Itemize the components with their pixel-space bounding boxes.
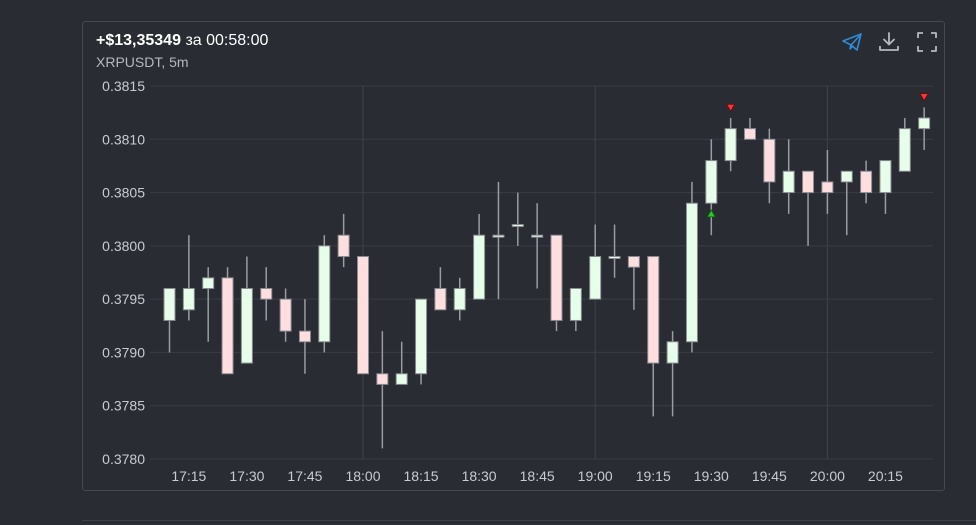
candle-body bbox=[202, 277, 215, 289]
candle-body bbox=[357, 256, 369, 375]
x-tick-label: 17:15 bbox=[171, 468, 206, 484]
candle-body bbox=[898, 128, 911, 172]
candle-body bbox=[298, 330, 311, 343]
x-tick-label: 19:30 bbox=[694, 468, 729, 484]
y-tick-label: 0.3790 bbox=[102, 344, 145, 360]
candle-body bbox=[647, 256, 660, 364]
y-tick-label: 0.3800 bbox=[102, 238, 145, 254]
candle-body bbox=[182, 287, 195, 311]
candle-body bbox=[627, 256, 640, 268]
y-tick-label: 0.3815 bbox=[102, 78, 145, 94]
candle-body bbox=[318, 245, 331, 343]
candle-body bbox=[802, 170, 815, 194]
x-tick-label: 19:45 bbox=[752, 468, 787, 484]
candle-body bbox=[879, 160, 892, 194]
candle-body bbox=[705, 160, 718, 204]
divider bbox=[82, 520, 976, 521]
x-tick-label: 20:15 bbox=[868, 468, 903, 484]
candle-body bbox=[511, 224, 524, 228]
download-icon[interactable] bbox=[877, 30, 901, 54]
y-tick-label: 0.3805 bbox=[102, 185, 145, 201]
candle-body bbox=[415, 298, 428, 375]
candle-body bbox=[453, 287, 466, 311]
candle-body bbox=[279, 298, 292, 332]
candle-body bbox=[569, 287, 582, 321]
candle-body bbox=[840, 170, 853, 183]
candle-body bbox=[260, 287, 273, 300]
pnl-value: +$13,35349 bbox=[96, 32, 181, 49]
candle-body bbox=[608, 256, 621, 260]
candle-body bbox=[666, 341, 679, 364]
y-tick-label: 0.3795 bbox=[102, 291, 145, 307]
symbol-timeframe: XRPUSDT, 5m bbox=[96, 54, 189, 70]
candle-body bbox=[763, 138, 776, 183]
telegram-send-icon[interactable] bbox=[840, 30, 864, 54]
sell-marker bbox=[725, 103, 736, 113]
candle-body bbox=[744, 128, 756, 140]
y-tick-label: 0.3785 bbox=[102, 398, 145, 414]
candle-body bbox=[860, 170, 873, 194]
trade-title: +$13,35349 за 00:58:00 bbox=[96, 32, 268, 50]
x-tick-label: 17:45 bbox=[287, 468, 322, 484]
candle-body bbox=[473, 234, 486, 300]
candle-body bbox=[376, 373, 389, 385]
trade-duration: за 00:58:00 bbox=[185, 32, 269, 49]
x-tick-label: 19:15 bbox=[636, 468, 671, 484]
candle-body bbox=[685, 202, 698, 343]
x-tick-label: 18:45 bbox=[520, 468, 555, 484]
x-tick-label: 17:30 bbox=[229, 468, 264, 484]
candle-body bbox=[550, 234, 563, 321]
x-tick-label: 20:00 bbox=[810, 468, 845, 484]
x-tick-label: 19:00 bbox=[578, 468, 613, 484]
y-tick-label: 0.3780 bbox=[102, 451, 145, 467]
candle-body bbox=[337, 234, 350, 258]
candle-body bbox=[492, 234, 505, 238]
chart-card bbox=[82, 21, 945, 491]
sell-marker bbox=[919, 93, 929, 102]
candle-body bbox=[240, 287, 253, 364]
buy-marker bbox=[706, 209, 716, 218]
candle-body bbox=[589, 256, 602, 300]
candle-body bbox=[163, 287, 176, 321]
candle-body bbox=[724, 128, 737, 162]
x-tick-label: 18:00 bbox=[345, 468, 380, 484]
candle-body bbox=[918, 117, 931, 130]
x-tick-label: 18:30 bbox=[462, 468, 497, 484]
x-tick-label: 18:15 bbox=[404, 468, 439, 484]
candle-body bbox=[531, 234, 544, 238]
candle-body bbox=[821, 181, 834, 194]
y-tick-label: 0.3810 bbox=[102, 131, 145, 147]
candle-body bbox=[782, 170, 795, 194]
candle-body bbox=[395, 373, 408, 385]
fullscreen-icon[interactable] bbox=[915, 30, 939, 54]
candle-body bbox=[434, 287, 447, 311]
candle-body bbox=[221, 277, 234, 375]
